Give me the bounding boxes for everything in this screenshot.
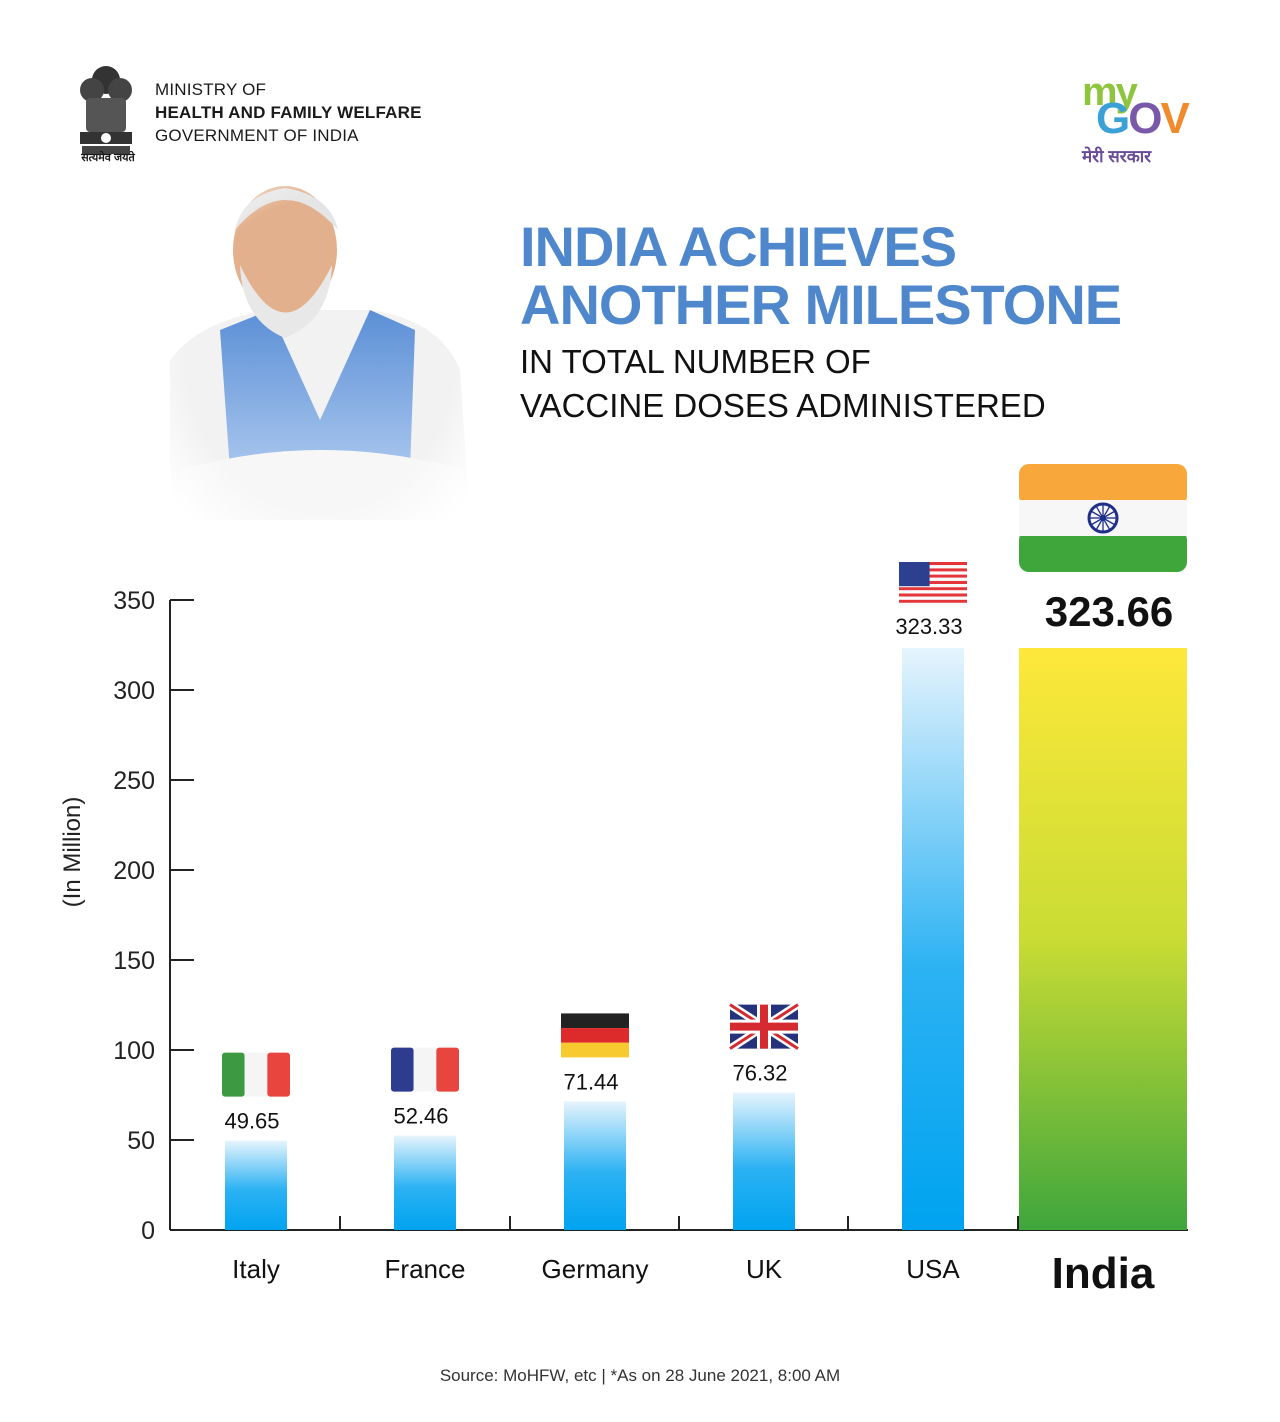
x-tick-label: UK: [746, 1254, 783, 1284]
headline: INDIA ACHIEVES ANOTHER MILESTONE IN TOTA…: [520, 215, 1122, 428]
mygov-hindi: मेरी सरकार: [1082, 147, 1152, 166]
x-tick-label: France: [385, 1254, 466, 1284]
leader-portrait-image: [160, 170, 480, 540]
headline-line-1: INDIA ACHIEVES: [520, 215, 957, 278]
bar-italy: [225, 1140, 287, 1230]
bar-usa: [902, 648, 964, 1230]
usa-flag-icon: [899, 562, 967, 606]
france-flag-icon: [391, 1047, 459, 1092]
germany-flag-icon: [561, 1013, 629, 1058]
y-axis-label: (In Million): [59, 797, 86, 908]
y-tick-label: 0: [141, 1217, 155, 1245]
india-flag-icon: [1019, 464, 1187, 572]
ministry-line-3: GOVERNMENT OF INDIA: [155, 126, 359, 145]
x-tick-label: Germany: [542, 1254, 649, 1284]
y-tick-label: 50: [127, 1127, 155, 1155]
y-tick-label: 250: [113, 767, 155, 795]
uk-flag-icon: [727, 1001, 801, 1052]
source-note: Source: MoHFW, etc | *As on 28 June 2021…: [439, 1366, 841, 1385]
y-tick-label: 350: [113, 587, 155, 615]
y-tick-label: 300: [113, 677, 155, 705]
y-tick-label: 200: [113, 857, 155, 885]
emblem-motto: सत्यमेव जयते: [81, 152, 135, 164]
vaccine-doses-bar-chart: 0 50 100 150 200 250 300 350 (In Million) Italy 4…: [59, 464, 1188, 1298]
italy-flag-icon: [222, 1052, 290, 1097]
bar-uk: [733, 1092, 795, 1230]
data-label: 52.46: [393, 1104, 448, 1129]
data-label: 323.66: [1045, 588, 1173, 635]
data-label: 49.65: [224, 1109, 279, 1134]
national-emblem-icon: [80, 66, 132, 154]
bar-india: [1019, 648, 1187, 1230]
bar-germany: [564, 1101, 626, 1230]
headline-line-4: VACCINE DOSES ADMINISTERED: [520, 387, 1046, 424]
x-tick-label: Italy: [232, 1254, 280, 1284]
data-label: 71.44: [563, 1069, 618, 1094]
headline-line-2: ANOTHER MILESTONE: [520, 273, 1122, 336]
mygov-gov: GOV: [1096, 94, 1190, 143]
x-tick-label: USA: [906, 1254, 960, 1284]
bar-france: [394, 1135, 456, 1230]
y-tick-label: 100: [113, 1037, 155, 1065]
headline-line-3: IN TOTAL NUMBER OF: [520, 343, 871, 380]
ministry-name: MINISTRY OF HEALTH AND FAMILY WELFARE GO…: [155, 78, 422, 147]
y-tick-label: 150: [113, 947, 155, 975]
mygov-my: my: [1082, 70, 1138, 114]
x-tick-label: India: [1052, 1249, 1155, 1298]
mygov-logo: my GOV मेरी सरकार: [1078, 70, 1208, 170]
data-label: 323.33: [895, 614, 962, 639]
ministry-line-2: HEALTH AND FAMILY WELFARE: [155, 103, 422, 122]
ministry-line-1: MINISTRY OF: [155, 80, 267, 99]
data-label: 76.32: [732, 1061, 787, 1086]
